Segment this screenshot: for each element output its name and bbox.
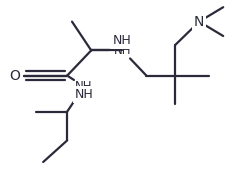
Text: NH: NH	[113, 34, 132, 47]
Text: NH: NH	[75, 80, 93, 93]
Text: N: N	[194, 15, 204, 29]
Text: NH: NH	[114, 44, 131, 57]
Text: NH: NH	[75, 88, 93, 101]
Text: O: O	[10, 69, 20, 83]
